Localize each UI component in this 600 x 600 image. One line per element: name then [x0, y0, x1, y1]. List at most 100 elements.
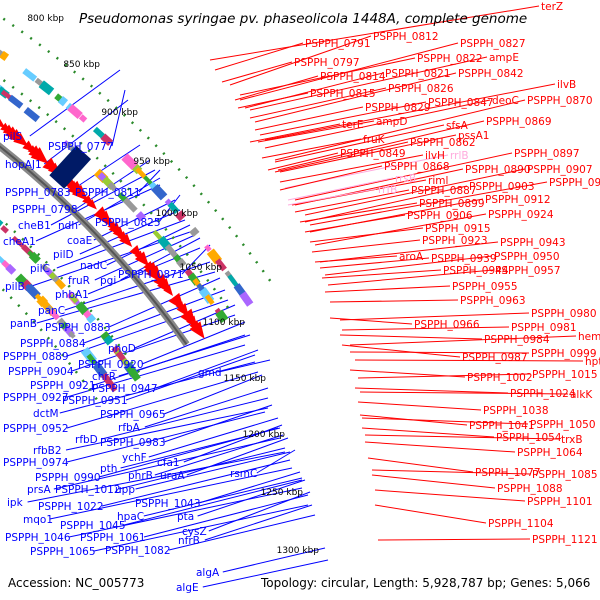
gene-label: PSPPH_1024: [510, 388, 576, 400]
gene-label: cheB1: [18, 220, 51, 232]
feature-block: [0, 50, 10, 61]
feature-block: [103, 334, 114, 346]
gene-label: aroA: [399, 251, 424, 263]
feature-block: [135, 167, 147, 179]
leader-line: [314, 213, 487, 246]
feature-block: [0, 217, 4, 229]
gene-label: PSPPH_1064: [517, 447, 583, 459]
forward-gene-arrow: [0, 113, 6, 129]
leader-line: [163, 374, 263, 415]
feature-block: [68, 331, 76, 339]
gene-label: phbA1: [55, 289, 89, 301]
gene-label: PSPPH_0951: [62, 395, 128, 407]
gene-label: rrfB: [378, 184, 397, 196]
gene-label: PSPPH_0963: [460, 295, 526, 307]
leader-line: [339, 312, 530, 321]
gene-label: PSPPH_0821: [385, 68, 451, 80]
gene-label: PSPPH_0871: [118, 269, 184, 281]
gene-label: fruR: [68, 275, 90, 287]
forward-gene-arrow: [119, 233, 133, 248]
gene-label: PSPPH_0966: [414, 319, 480, 331]
gene-label: ndh: [58, 220, 78, 232]
gene-label: PSPPH_1002: [467, 372, 533, 384]
gene-label: riml: [428, 175, 448, 187]
feature-block: [67, 104, 83, 119]
gene-label: PSPPH_0939: [431, 253, 497, 265]
leader-line: [93, 334, 246, 386]
gene-labels: pilS PSPPH_0777 hopAJ1 PSPPH_0783 PSPPH_0811…: [3, 1, 600, 594]
feature-block: [5, 263, 17, 275]
leader-line: [279, 134, 457, 173]
feature-block: [22, 68, 38, 82]
gene-label: PSPPH_0957: [495, 265, 561, 277]
leader-line: [374, 504, 487, 524]
leader-line: [349, 335, 577, 346]
leader-line: [339, 334, 483, 340]
forward-gene-arrow: [13, 132, 29, 147]
gene-label: PSPPH_1061: [80, 532, 146, 544]
gene-label: cfa1: [157, 457, 180, 469]
leader-line: [234, 75, 319, 101]
gene-label: PSPPH_0870: [527, 95, 593, 107]
leader-line: [256, 449, 296, 474]
gene-label: PSPPH_1077: [475, 467, 541, 479]
gene-label: hpaC: [117, 511, 144, 523]
leader-line: [279, 165, 383, 191]
leader-line: [274, 124, 445, 163]
leader-line: [274, 99, 526, 161]
gene-label: rfbD: [75, 434, 98, 446]
leader-line: [53, 437, 281, 490]
gene-label: PSPPH_0999: [531, 348, 597, 360]
feature-block: [11, 235, 25, 248]
gene-label: hemA: [578, 331, 600, 343]
gene-label: PSPPH_1050: [530, 419, 596, 431]
gene-label: PSPPH_0829: [365, 102, 431, 114]
leader-line: [287, 177, 394, 201]
feature-block: [215, 258, 227, 272]
leader-line: [264, 99, 491, 149]
leader-line: [43, 99, 129, 165]
dotted-ring-3: [0, 15, 274, 285]
leader-line: [361, 417, 529, 425]
gene-label: PSPPH_0915: [425, 223, 491, 235]
leader-line: [319, 257, 430, 269]
gene-label: ychF: [122, 452, 147, 464]
gene-label: PSPPH_0842: [458, 68, 524, 80]
leader-line: [204, 504, 313, 541]
leader-line: [321, 269, 442, 279]
leader-line: [59, 361, 256, 414]
leader-line: [254, 106, 364, 131]
leader-line: [244, 72, 384, 109]
leader-line: [327, 269, 494, 286]
leader-line: [209, 5, 540, 61]
gene-label: PSPPH_0814: [320, 71, 386, 83]
gene-label: PSPPH_1065: [30, 546, 96, 558]
gene-label: PSPPH_0927: [3, 392, 69, 404]
gene-label: nfrB: [178, 535, 200, 547]
gene-label: PSPPH_0791: [305, 38, 371, 50]
gene-label: PSPPH_1012: [55, 484, 121, 496]
gene-label: ilvB: [557, 79, 576, 91]
feature-block: [215, 309, 229, 324]
gene-label: rfbA: [118, 422, 141, 434]
gene-label: PSPPH_1101: [527, 496, 593, 508]
gene-label: PSPPH_0812: [373, 31, 439, 43]
gene-label: PSPPH_1046: [5, 532, 71, 544]
feature-block: [121, 153, 139, 171]
leader-line: [229, 35, 372, 86]
ruler-tick-label: 850 kbp: [63, 60, 100, 70]
gene-label: PSPPH_1121: [532, 534, 598, 546]
ruler-tick-label: 1300 kbp: [277, 546, 320, 556]
gene-label: cheA1: [3, 236, 36, 248]
gene-label: terE: [342, 119, 364, 131]
leader-line: [27, 451, 286, 503]
gene-label: PSPPH_0889: [3, 351, 69, 363]
feature-block: [75, 301, 89, 316]
gene-label: PSPPH_0849: [340, 148, 406, 160]
leader-line: [50, 169, 156, 226]
gene-label: pgi: [100, 275, 116, 287]
gene-label: PSPPH_0990: [35, 472, 101, 484]
leader-line: [125, 354, 256, 401]
gene-label: PSPPH_1088: [497, 483, 563, 495]
leader-line: [324, 255, 493, 276]
